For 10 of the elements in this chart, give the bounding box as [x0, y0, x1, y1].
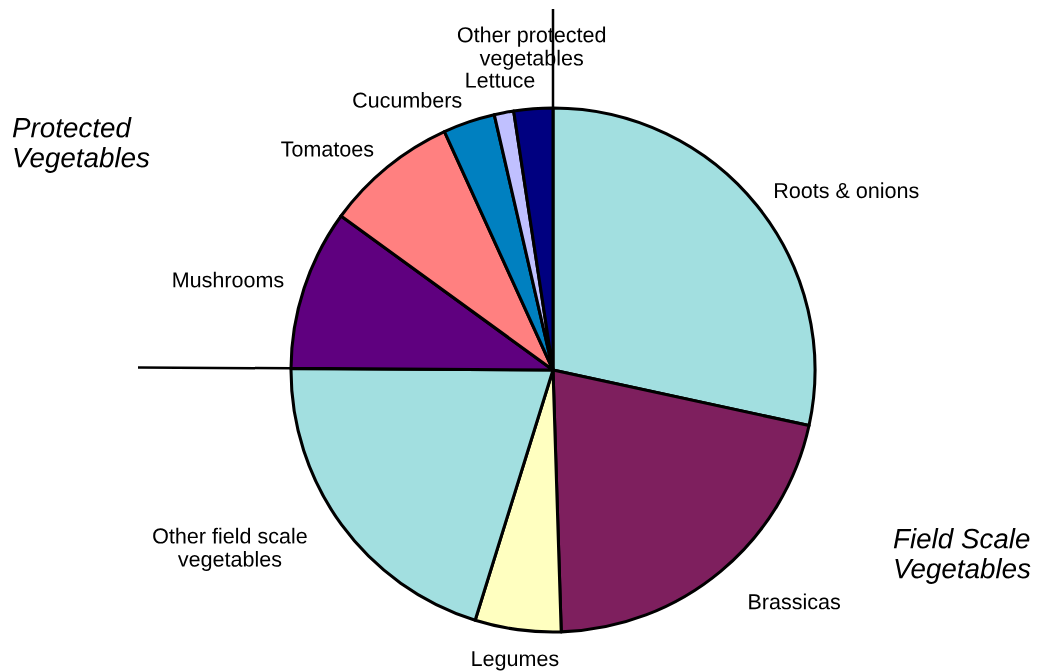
slice-label: Mushrooms: [173, 271, 284, 288]
slice-label: Tomatoes: [281, 141, 374, 157]
slice-label: Lettuce: [466, 72, 535, 88]
slice-label: Other field scale vegetables: [153, 527, 307, 572]
slice-label: Legumes: [472, 651, 559, 671]
slice-label: Roots & onions: [775, 182, 919, 199]
text: Protected Vegetables: [12, 117, 150, 173]
slice-label: Brassicas: [749, 593, 840, 610]
slice-label: Cucumbers: [353, 91, 462, 108]
text: Field Scale Vegetables: [893, 528, 1031, 584]
